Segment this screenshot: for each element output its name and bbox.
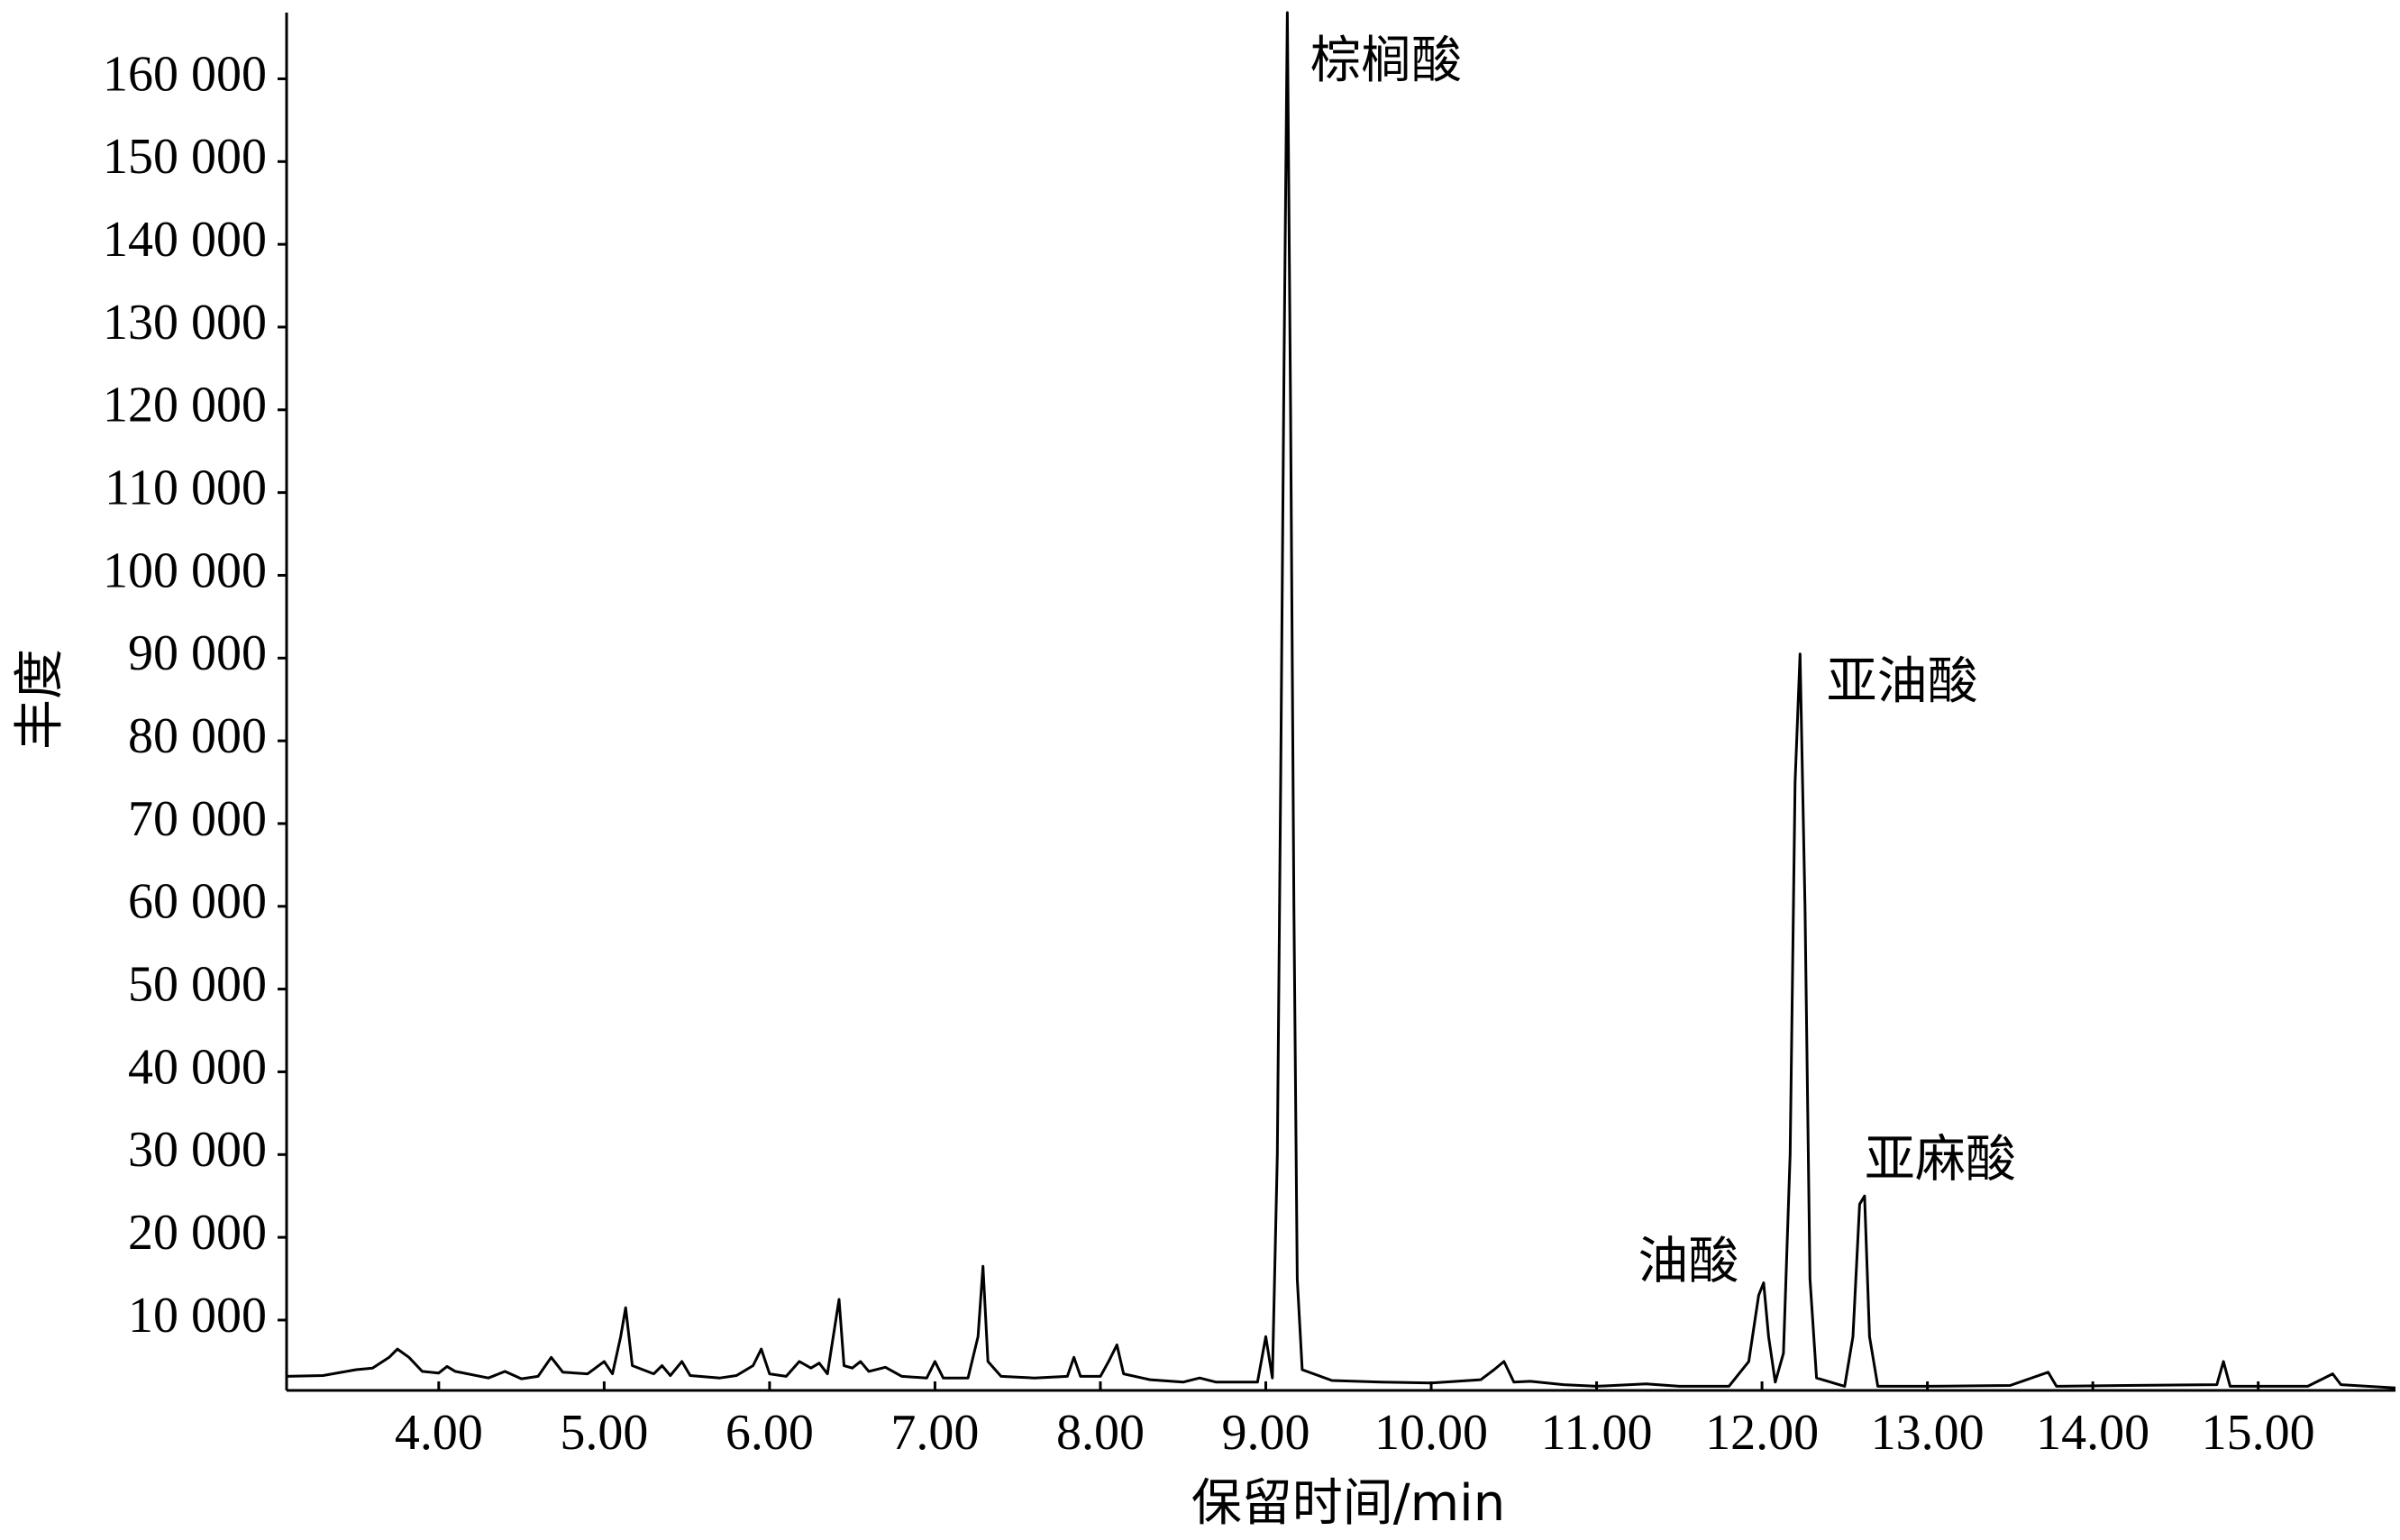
x-tick-label: 6.00 xyxy=(725,1405,814,1461)
y-tick-label: 20 000 xyxy=(128,1205,267,1261)
peak-annotation: 亚油酸 xyxy=(1827,652,1978,711)
y-tick-label: 50 000 xyxy=(128,956,267,1012)
x-tick-label: 15.00 xyxy=(2202,1405,2315,1461)
y-tick-label: 150 000 xyxy=(103,129,267,185)
x-tick-label: 7.00 xyxy=(890,1405,979,1461)
y-tick-label: 100 000 xyxy=(103,542,267,598)
peak-annotation: 油酸 xyxy=(1638,1233,1738,1291)
y-tick-label: 40 000 xyxy=(128,1039,267,1095)
y-tick-label: 140 000 xyxy=(103,212,267,268)
y-axis-title: 丰度 xyxy=(11,649,69,750)
y-tick-label: 80 000 xyxy=(128,708,267,764)
y-tick-label: 130 000 xyxy=(103,295,267,351)
x-tick-label: 9.00 xyxy=(1221,1405,1310,1461)
y-tick-label: 70 000 xyxy=(128,791,267,847)
y-tick-label: 90 000 xyxy=(128,625,267,681)
x-tick-label: 11.00 xyxy=(1541,1405,1653,1461)
x-tick-label: 4.00 xyxy=(395,1405,483,1461)
x-tick-label: 5.00 xyxy=(560,1405,648,1461)
y-tick-label: 120 000 xyxy=(103,378,267,433)
x-axis-title: 保留时间/min xyxy=(1191,1474,1505,1533)
y-tick-label: 160 000 xyxy=(103,46,267,102)
y-tick-label: 60 000 xyxy=(128,874,267,930)
x-tick-label: 10.00 xyxy=(1374,1405,1488,1461)
x-tick-label: 8.00 xyxy=(1056,1405,1145,1461)
y-tick-label: 110 000 xyxy=(105,460,267,515)
x-tick-label: 14.00 xyxy=(2036,1405,2149,1461)
x-tick-label: 12.00 xyxy=(1705,1405,1819,1461)
chromatogram-line xyxy=(286,11,2396,1390)
peak-annotation: 棕榈酸 xyxy=(1310,32,1462,90)
x-tick-label: 13.00 xyxy=(1871,1405,1985,1461)
peak-annotation: 亚麻酸 xyxy=(1865,1131,2016,1189)
y-tick-label: 10 000 xyxy=(128,1288,267,1344)
y-tick-label: 30 000 xyxy=(128,1122,267,1178)
